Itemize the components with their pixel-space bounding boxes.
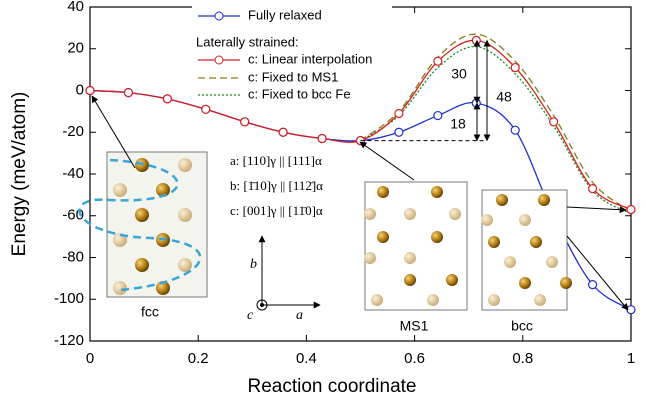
ms1-atoms [364,186,461,306]
data-point [278,127,288,137]
axis-glyph-label: a [296,308,303,323]
inset-label: MS1 [400,318,429,334]
x-axis-label: Reaction coordinate [248,376,417,397]
data-point [394,108,404,119]
data-point [201,104,211,114]
y-tick-label: 40 [67,0,84,15]
data-point [162,94,172,104]
y-axis-label: Energy (meV/atom) [9,92,30,257]
series-line [360,33,632,213]
orientation-relation: a: [110]γ || [111]α [230,153,322,168]
x-tick-label: 0.6 [404,350,425,367]
data-point [549,117,559,127]
fcc-atoms [78,158,202,295]
data-point [433,56,443,66]
data-point [510,62,520,73]
legend-bg [192,6,392,104]
series-line [360,46,632,215]
legend-marker [214,11,224,21]
legend-label: c: Fixed to MS1 [248,69,338,84]
data-point [85,85,95,96]
x-tick-label: 1 [627,350,635,367]
orientation-relation: b: [1̄10]γ || [112̄]α [230,178,323,193]
annotation: 48 [496,89,512,105]
legend-subtitle: Laterally strained: [196,34,299,49]
data-point [317,133,327,144]
x-tick-label: 0 [86,350,94,367]
data-point [240,117,250,127]
legend-label: Fully relaxed [248,7,322,22]
annotation: 18 [450,116,466,132]
axis-glyph-label: c [247,308,254,323]
legend-marker [214,55,224,65]
legend-label: c: Fixed to bcc Fe [248,86,351,101]
axis-glyph-label: b [250,257,257,272]
y-tick-label: -20 [62,123,84,140]
ms1-box [364,181,468,311]
data-point [394,127,404,137]
fcc-box [106,151,208,298]
legend-label: c: Linear interpolation [248,51,372,66]
data-point [471,98,481,108]
y-tick-label: -120 [54,332,84,349]
data-point [587,184,598,194]
inset-label: fcc [141,304,159,320]
x-tick-label: 0.2 [188,350,209,367]
y-tick-label: -80 [62,248,84,265]
y-tick-label: 0 [76,81,84,98]
x-tick-label: 0.4 [296,350,317,367]
data-point [587,280,598,290]
legend: Fully relaxed c: Linear interpolation c: F… [192,6,392,104]
y-tick-label: 20 [67,40,84,57]
bcc-box [481,189,568,311]
data-point [510,125,520,135]
orientation-relation: c: [001]γ || [11̄0]α [230,203,323,218]
data-point [123,87,134,98]
data-point [433,110,443,121]
x-tick-label: 0.8 [512,350,533,367]
data-point [471,35,481,46]
pointer-arrows [91,95,629,311]
data-point [626,204,636,215]
bcc-atoms [481,194,572,306]
annotation: 30 [451,66,467,82]
structure-insets: fcc MS1 bcc b a c a: [110]γ || [78,95,629,334]
orientation-axes [256,235,321,311]
inset-label: bcc [511,318,533,334]
y-tick-label: -40 [62,165,84,182]
y-tick-label: -100 [54,290,84,307]
